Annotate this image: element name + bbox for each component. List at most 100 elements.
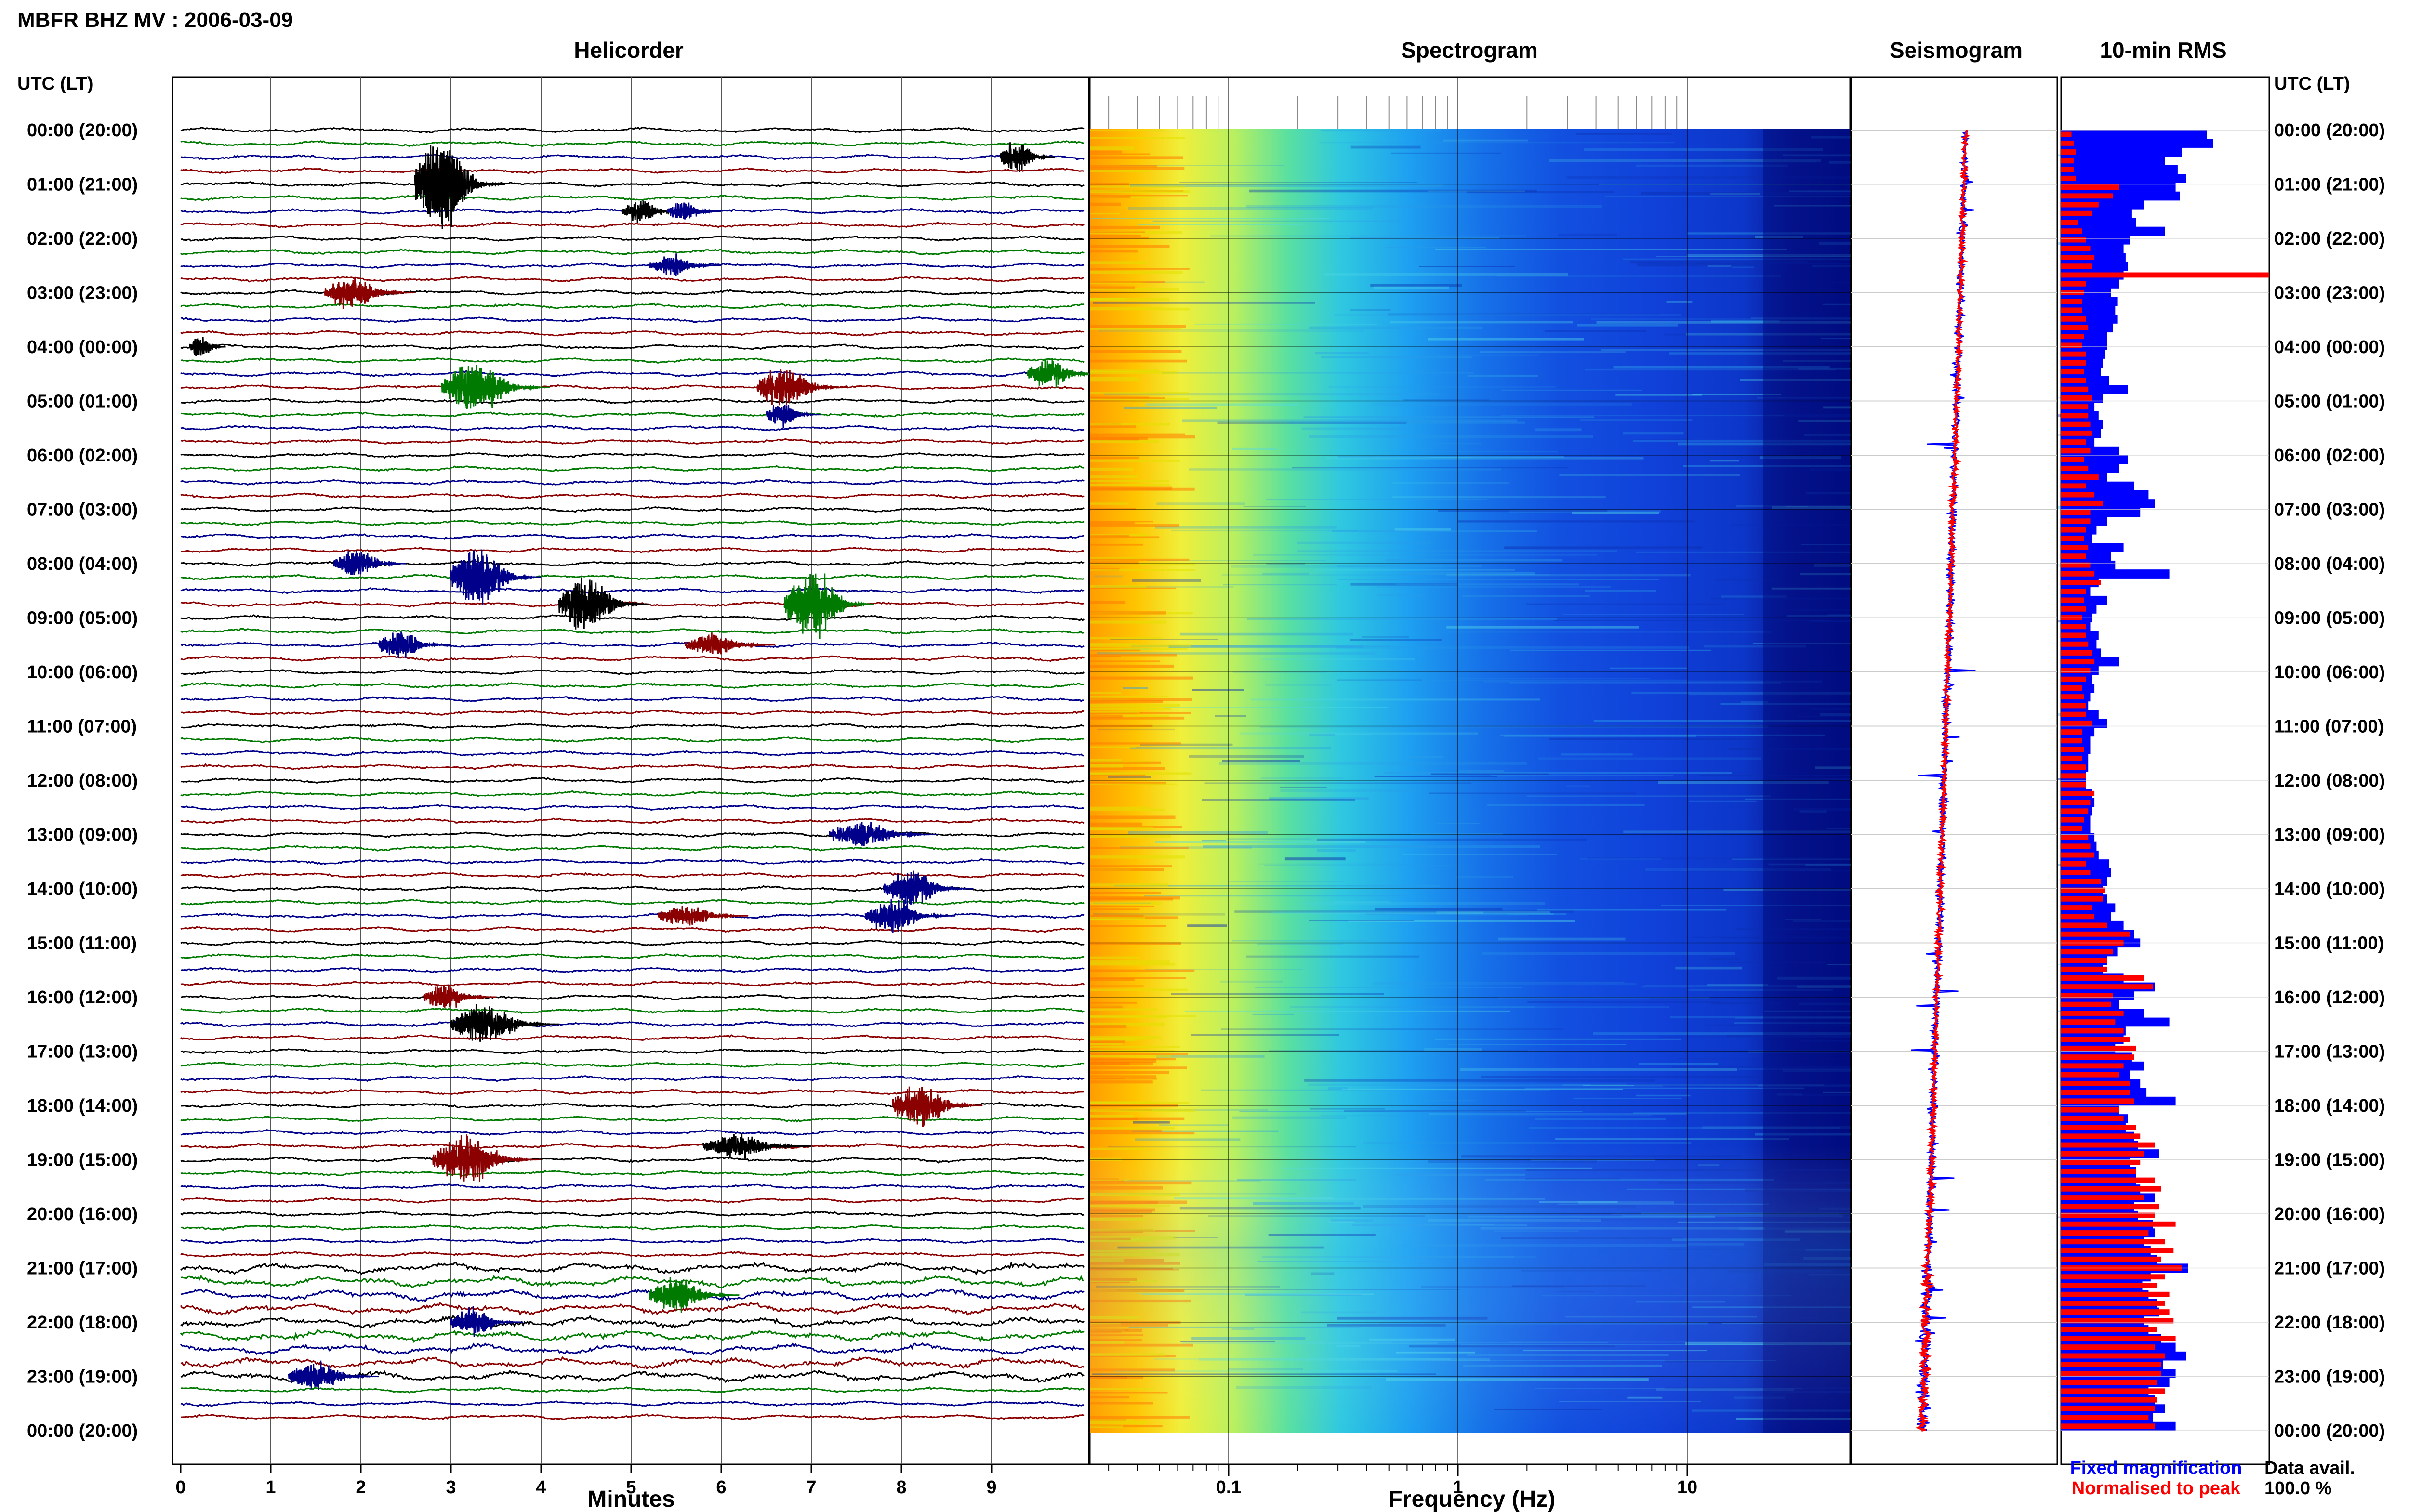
rms-normalised-bar — [2061, 404, 2089, 410]
rms-normalised-bar — [2061, 747, 2084, 752]
helicorder-trace — [180, 1075, 1085, 1082]
rms-normalised-bar — [2061, 131, 2072, 137]
helicorder-trace — [180, 1048, 1084, 1055]
rms-normalised-bar — [2061, 993, 2113, 999]
helicorder-trace — [180, 587, 1085, 594]
helicorder-event — [558, 577, 649, 630]
rms-normalised-bar — [2061, 360, 2086, 366]
rms-normalised-bar — [2061, 808, 2089, 814]
time-label-left: 00:00 (20:00) — [27, 1421, 138, 1441]
rms-normalised-bar — [2061, 210, 2092, 216]
helicorder-trace — [180, 1261, 1085, 1276]
helicorder-trace — [180, 979, 1085, 987]
rms-normalised-bar — [2061, 228, 2082, 234]
time-label-right: 00:00 (20:00) — [2274, 1421, 2385, 1441]
rms-normalised-bar — [2061, 158, 2074, 164]
rms-normalised-bar — [2061, 1327, 2157, 1332]
helicorder-trace — [180, 235, 1085, 242]
rms-normalised-bar — [2061, 1045, 2136, 1051]
helicorder-event — [450, 1004, 559, 1042]
rms-normalised-bar — [2061, 1151, 2144, 1157]
helicorder-trace — [180, 465, 1085, 473]
helicorder-trace — [180, 1061, 1085, 1068]
helicorder-event — [1000, 142, 1055, 172]
rms-normalised-bar — [2061, 641, 2089, 647]
figure-title: MBFR BHZ MV : 2006-03-09 — [17, 8, 293, 32]
rms-normalised-bar — [2061, 1309, 2170, 1315]
helicorder-trace — [180, 222, 1085, 229]
helicorder-trace — [180, 614, 1085, 621]
rms-normalised-bar — [2061, 1336, 2176, 1341]
time-label-right: 11:00 (07:00) — [2274, 717, 2384, 737]
rms-normalised-bar — [2061, 817, 2084, 823]
helicorder-trace — [180, 560, 1085, 567]
rms-normalised-bar — [2061, 790, 2095, 796]
helicorder-trace — [180, 628, 1085, 635]
helicorder-event — [288, 1360, 379, 1390]
helicorder-event — [702, 1133, 811, 1159]
helicorder-trace — [180, 804, 1085, 811]
rms-normalised-bar — [2061, 1380, 2157, 1385]
helicorder-trace — [180, 1143, 1085, 1150]
rms-normalised-bar — [2061, 729, 2082, 735]
spectrogram-panel: 0.1 1 10 — [1089, 76, 2171, 1498]
rms-normalised-bar — [2061, 386, 2089, 392]
helicorder-trace — [180, 1197, 1085, 1204]
helicorder-trace — [180, 1413, 1085, 1420]
helicorder-trace — [180, 248, 1085, 255]
rms-normalised-bar — [2061, 1072, 2119, 1078]
rms-normalised-bar — [2061, 1160, 2141, 1165]
helicorder-event — [783, 573, 875, 639]
rms-normalised-bar — [2061, 448, 2091, 454]
time-label-right: 00:00 (20:00) — [2274, 120, 2385, 141]
data-avail-value: 100.0 % — [2264, 1478, 2331, 1499]
helicorder-trace — [180, 763, 1085, 771]
rms-normalised-bar — [2061, 1291, 2170, 1297]
time-label-right: 19:00 (15:00) — [2274, 1150, 2385, 1170]
rms-normalised-bar — [2061, 1019, 2116, 1025]
rms-normalised-bar — [2061, 650, 2092, 656]
helicorder-tick-label: 6 — [716, 1477, 726, 1498]
time-label-right: 17:00 (13:00) — [2274, 1042, 2385, 1062]
helicorder-title: Helicorder — [574, 38, 684, 63]
rms-normalised-bar — [2061, 299, 2082, 304]
helicorder-panel: 0 1 2 3 4 5 6 7 8 9 — [172, 76, 1100, 1498]
rms-normalised-bar — [2061, 1063, 2124, 1069]
rms-normalised-bar — [2061, 738, 2082, 744]
rms-normalised-bar — [2061, 1001, 2111, 1007]
helicorder-event — [441, 365, 550, 409]
data-avail-label: Data avail. — [2264, 1458, 2355, 1478]
rms-normalised-bar — [2061, 1256, 2161, 1262]
rms-normalised-bar — [2061, 1169, 2136, 1174]
helicorder-trace — [180, 506, 1085, 513]
right-axis-header: UTC (LT) — [2274, 74, 2350, 94]
rms-normalised-bar — [2061, 1248, 2174, 1253]
rms-normalised-bar — [2061, 975, 2144, 981]
rms-normalised-bar — [2061, 879, 2101, 884]
rms-normalised-bar — [2061, 676, 2086, 682]
helicorder-event — [423, 984, 496, 1008]
helicorder-trace — [180, 492, 1085, 500]
left-axis-header: UTC (LT) — [17, 74, 93, 94]
time-label-right: 01:00 (21:00) — [2274, 175, 2385, 195]
time-label-left: 19:00 (15:00) — [27, 1150, 138, 1170]
spectrogram-title: Spectrogram — [1401, 38, 1538, 63]
rms-normalised-bar — [2061, 1028, 2124, 1034]
time-labels-left: 00:00 (20:00) 01:00 (21:00) 02:00 (22:00) 0… — [27, 120, 138, 1441]
helicorder-trace — [180, 194, 1085, 201]
rms-normalised-bar — [2061, 527, 2086, 533]
time-label-left: 11:00 (07:00) — [27, 717, 137, 737]
rms-normalised-bar — [2061, 1142, 2155, 1148]
rms-normalised-bar — [2061, 307, 2082, 313]
rms-normalised-bar — [2061, 694, 2084, 700]
helicorder-trace — [180, 316, 1085, 323]
rms-title: 10-min RMS — [2100, 38, 2226, 63]
rms-normalised-bar — [2061, 316, 2086, 322]
time-label-left: 20:00 (16:00) — [27, 1204, 138, 1224]
rms-normalised-bar — [2061, 852, 2095, 858]
helicorder-tick-label: 4 — [536, 1477, 546, 1498]
helicorder-trace — [180, 655, 1085, 662]
helicorder-event — [828, 822, 938, 846]
helicorder-tick-label: 7 — [806, 1477, 816, 1498]
helicorder-trace — [180, 425, 1085, 432]
